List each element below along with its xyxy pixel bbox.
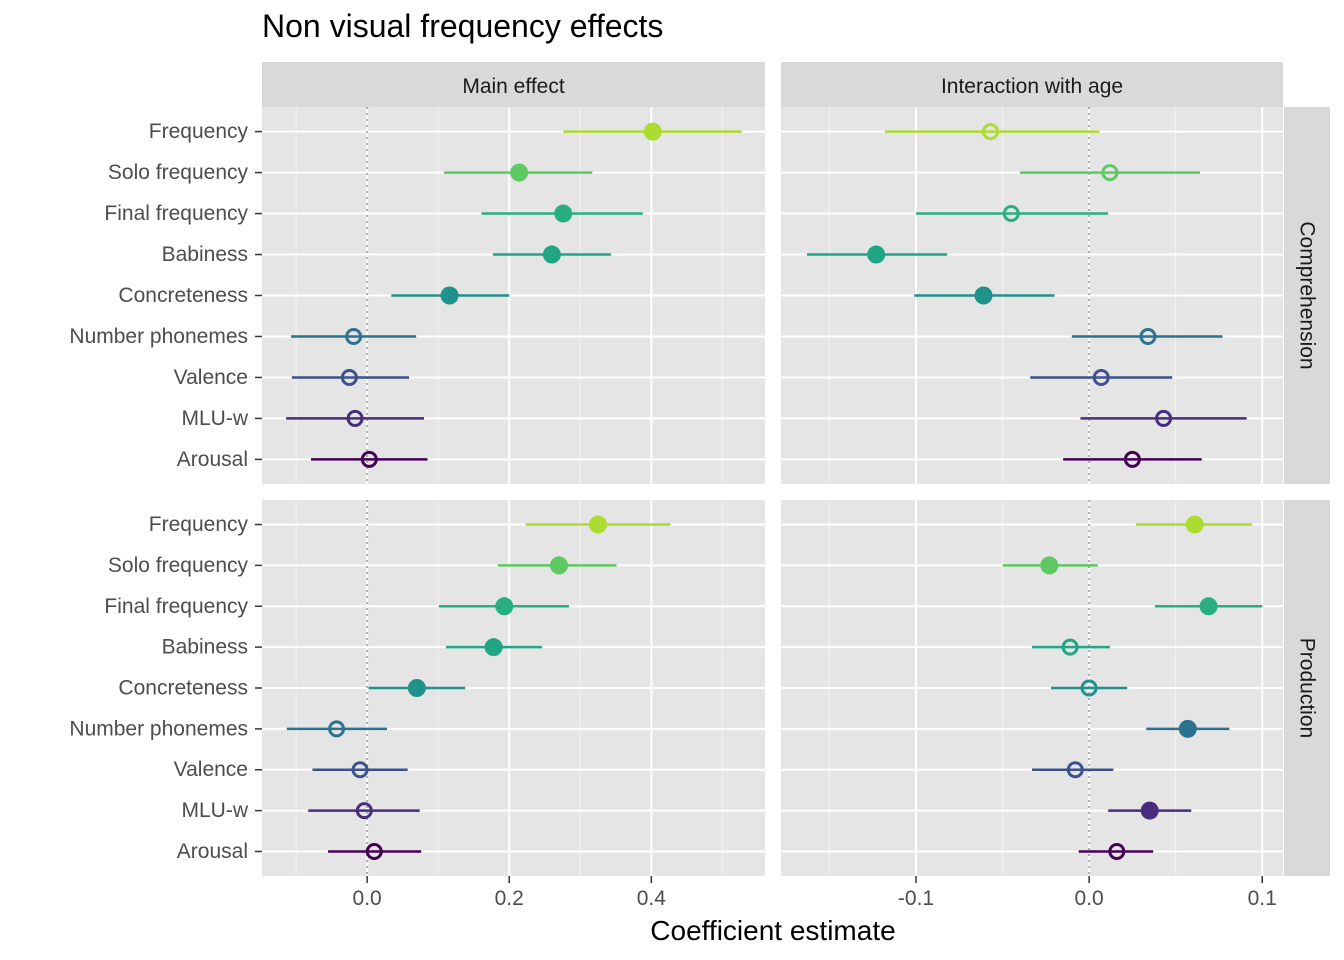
- strip-label-comprehension: Comprehension: [1296, 221, 1319, 369]
- point-solo-frequency: [1040, 556, 1059, 575]
- point-frequency: [981, 123, 999, 141]
- strip-label-production: Production: [1296, 638, 1319, 738]
- point-final-frequency: [554, 204, 573, 223]
- point-solo-frequency: [510, 163, 529, 182]
- y-tick-label: Number phonemes: [69, 717, 248, 740]
- axes-layer: Frequency Solo frequency Final frequency Ba…: [69, 120, 1276, 910]
- panel-production-main-effect: [262, 500, 765, 876]
- x-tick-label: 0.1: [1248, 887, 1277, 910]
- point-concreteness: [974, 286, 993, 305]
- x-tick-label: -0.1: [898, 887, 934, 910]
- y-tick-label: Final frequency: [104, 202, 248, 225]
- point-mlu-w: [346, 409, 364, 427]
- point-number-phonemes: [328, 720, 346, 738]
- strip-label-main-effect: Main effect: [462, 75, 564, 98]
- x-tick-label: 0.4: [637, 887, 667, 910]
- strip-interaction-with-age: [781, 62, 1283, 107]
- y-tick-label: Frequency: [149, 513, 249, 536]
- point-number-phonemes: [1178, 719, 1197, 738]
- point-valence: [340, 368, 358, 386]
- point-valence: [351, 761, 369, 779]
- point-solo-frequency: [549, 556, 568, 575]
- point-babiness: [867, 245, 886, 264]
- strip-comprehension: [1284, 107, 1330, 484]
- point-number-phonemes: [345, 327, 363, 345]
- point-concreteness: [407, 679, 426, 697]
- panel-comprehension-main-effect: [262, 107, 765, 484]
- y-tick-label: Valence: [174, 366, 248, 389]
- y-tick-label: Frequency: [149, 120, 249, 143]
- y-tick-label: Arousal: [177, 840, 248, 863]
- point-valence: [1066, 761, 1084, 779]
- strip-main-effect: [262, 62, 765, 107]
- x-tick-label: 0.0: [1075, 887, 1104, 910]
- y-tick-label: Babiness: [162, 243, 248, 266]
- y-tick-label: Solo frequency: [108, 554, 249, 577]
- point-mlu-w: [1140, 801, 1159, 820]
- y-tick-label: Solo frequency: [108, 161, 249, 184]
- point-solo-frequency: [1101, 164, 1119, 182]
- point-arousal: [360, 450, 378, 468]
- point-arousal: [1123, 450, 1141, 468]
- point-frequency: [643, 122, 662, 141]
- facet-strips: Main effect Interaction with age Comprehen…: [262, 62, 1330, 876]
- point-final-frequency: [495, 597, 514, 616]
- point-frequency: [589, 515, 608, 534]
- y-tick-label: Babiness: [162, 636, 248, 659]
- y-tick-label: Number phonemes: [69, 325, 248, 348]
- y-tick-label: Concreteness: [118, 284, 248, 307]
- point-babiness: [1061, 638, 1079, 656]
- point-arousal: [1108, 842, 1126, 860]
- point-babiness: [484, 638, 503, 657]
- point-arousal: [365, 842, 383, 860]
- point-concreteness: [440, 286, 459, 305]
- panels-layer: [262, 107, 1283, 876]
- panel-production-interaction-with-age: [781, 500, 1283, 876]
- y-tick-label: Arousal: [177, 448, 248, 471]
- point-frequency: [1185, 515, 1204, 534]
- point-final-frequency: [1002, 205, 1020, 223]
- x-tick-label: 0.0: [353, 887, 382, 910]
- panel-comprehension-interaction-with-age: [781, 107, 1283, 484]
- strip-label-interaction-with-age: Interaction with age: [941, 75, 1123, 98]
- x-axis-title: Coefficient estimate: [650, 915, 895, 946]
- point-valence: [1092, 368, 1110, 386]
- y-tick-label: Concreteness: [118, 677, 248, 700]
- point-number-phonemes: [1139, 327, 1157, 345]
- y-tick-label: MLU-w: [182, 799, 249, 822]
- y-tick-label: MLU-w: [182, 407, 249, 430]
- chart-title: Non visual frequency effects: [262, 8, 664, 44]
- y-tick-label: Final frequency: [104, 595, 248, 618]
- point-mlu-w: [355, 802, 373, 820]
- point-babiness: [542, 245, 561, 264]
- point-final-frequency: [1199, 597, 1218, 616]
- strip-production: [1284, 500, 1330, 876]
- y-tick-label: Valence: [174, 758, 248, 781]
- point-concreteness: [1080, 679, 1098, 697]
- x-tick-label: 0.2: [495, 887, 524, 910]
- point-mlu-w: [1155, 409, 1173, 427]
